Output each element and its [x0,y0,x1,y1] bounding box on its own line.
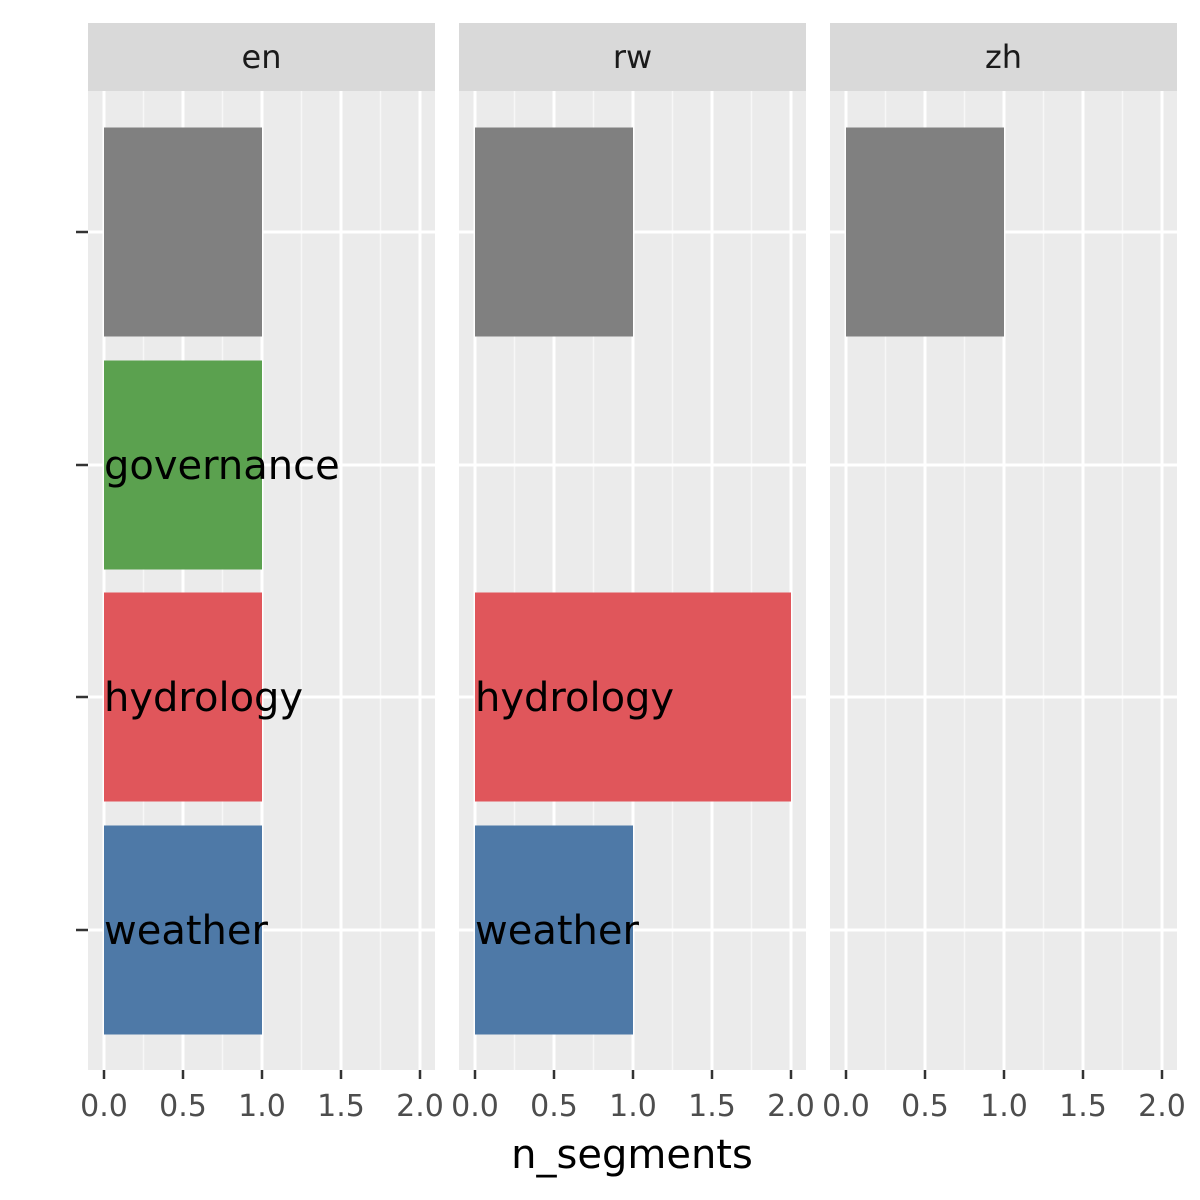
bar-en-hydrology [104,592,262,802]
bar-label: weather [104,908,268,954]
y-axis-ticks [76,230,88,932]
x-tick-label: 0.5 [159,1089,207,1124]
facet-strip-label: rw [613,38,652,76]
facet-strip-label: zh [985,38,1022,76]
bar-en-blank [104,127,262,337]
panel-en: en governance hydrology weather 0.0 0.5 1.0 1.5… [80,23,444,1124]
x-tick-label: 0.0 [80,1089,128,1124]
bar-label: governance [104,443,340,489]
x-tick-label: 2.0 [1138,1089,1186,1124]
x-tick-label: 1.5 [688,1089,736,1124]
x-tick-label: 2.0 [767,1089,815,1124]
x-tick-label: 0.5 [901,1089,949,1124]
x-tick-label: 1.5 [317,1089,365,1124]
x-tick-label: 2.0 [396,1089,444,1124]
x-tick-label: 1.0 [609,1089,657,1124]
bar-rw-hydrology [475,592,791,802]
panel-rw: rw hydrology weather 0.0 0.5 1.0 1.5 2.0 [451,23,815,1124]
panel-zh: zh 0.0 0.5 1.0 1.5 2.0 [822,23,1186,1124]
x-tick-label: 1.0 [980,1089,1028,1124]
x-tick-label: 1.0 [238,1089,286,1124]
facet-panels: en governance hydrology weather 0.0 0.5 1.0 1.5… [80,23,1186,1124]
x-axis-title: n_segments [511,1132,753,1178]
bar-rw-blank [475,127,633,337]
facet-strip [459,23,806,91]
x-tick-label: 0.5 [530,1089,578,1124]
facet-strip [830,23,1177,91]
bar-label: hydrology [104,675,303,721]
bar-en-governance [104,360,262,570]
bar-zh-blank [846,127,1004,337]
bar-label: hydrology [475,675,674,721]
bar-label: weather [475,908,639,954]
facet-strip-label: en [242,38,282,76]
x-tick-label: 0.0 [822,1089,870,1124]
x-tick-label: 0.0 [451,1089,499,1124]
facet-strip [88,23,435,91]
bar-rw-weather [475,825,633,1035]
x-tick-label: 1.5 [1059,1089,1107,1124]
bar-en-weather [104,825,262,1035]
